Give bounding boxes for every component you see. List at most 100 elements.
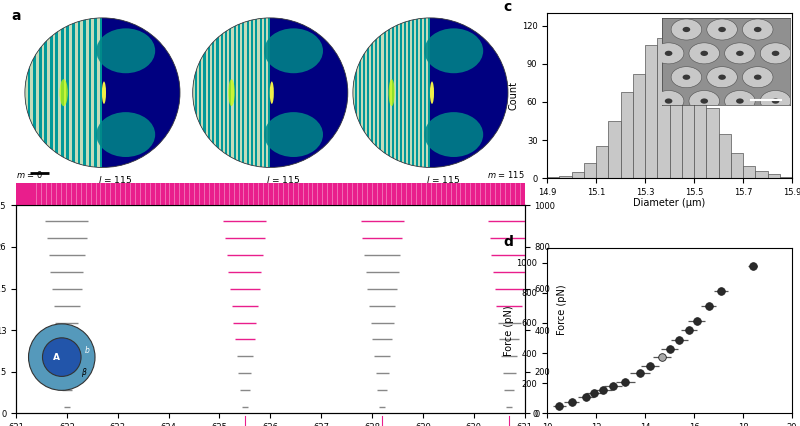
Ellipse shape — [264, 112, 323, 157]
Bar — [80, 18, 83, 167]
Bar — [426, 18, 429, 167]
X-axis label: Diameter (μm): Diameter (μm) — [634, 199, 706, 208]
Text: $m$ = 113: $m$ = 113 — [262, 188, 303, 199]
Bar — [430, 18, 508, 167]
Bar — [755, 171, 767, 178]
Bar — [402, 18, 404, 167]
Ellipse shape — [25, 18, 180, 167]
Ellipse shape — [424, 29, 483, 73]
Bar — [370, 18, 371, 167]
Bar — [227, 18, 230, 167]
Y-axis label: Force (pN): Force (pN) — [557, 284, 566, 335]
Bar — [353, 18, 355, 167]
Bar — [270, 18, 348, 167]
Ellipse shape — [96, 29, 155, 73]
Bar — [645, 45, 658, 178]
Bar — [621, 92, 633, 178]
Text: $m$ = 0: $m$ = 0 — [16, 169, 43, 180]
Bar — [218, 18, 221, 167]
Text: d: d — [503, 234, 513, 248]
Bar — [633, 74, 645, 178]
Bar — [706, 108, 718, 178]
Bar — [86, 18, 89, 167]
Bar — [378, 18, 379, 167]
Bar — [414, 18, 416, 167]
Ellipse shape — [96, 112, 155, 157]
Bar — [97, 18, 100, 167]
Bar — [394, 18, 396, 167]
Bar — [382, 18, 383, 167]
Text: c: c — [503, 0, 511, 14]
Bar — [694, 83, 706, 178]
Bar — [206, 18, 208, 167]
Bar — [58, 18, 61, 167]
Bar — [266, 18, 268, 167]
Bar — [197, 18, 199, 167]
Ellipse shape — [430, 81, 434, 104]
Bar — [365, 18, 367, 167]
Bar — [386, 18, 388, 167]
Bar — [670, 41, 682, 178]
Text: $l$ = 115: $l$ = 115 — [426, 174, 460, 185]
Bar — [245, 18, 246, 167]
Ellipse shape — [353, 18, 508, 167]
Bar — [249, 18, 251, 167]
Text: $m$ = 115: $m$ = 115 — [487, 169, 525, 180]
Bar — [743, 166, 755, 178]
Y-axis label: Force (pN): Force (pN) — [504, 305, 514, 356]
Bar — [42, 18, 44, 167]
Bar — [730, 153, 743, 178]
Bar — [30, 18, 34, 167]
Bar — [236, 18, 238, 167]
Bar — [658, 38, 670, 178]
Bar — [410, 18, 412, 167]
Bar — [361, 18, 363, 167]
Bar — [231, 18, 234, 167]
Bar — [240, 18, 242, 167]
Ellipse shape — [264, 29, 323, 73]
Bar — [374, 18, 375, 167]
Bar — [422, 18, 424, 167]
Bar — [262, 18, 264, 167]
Bar — [70, 18, 72, 167]
Bar — [47, 18, 50, 167]
Ellipse shape — [102, 81, 106, 104]
Bar — [25, 18, 28, 167]
Bar — [36, 18, 38, 167]
Bar — [102, 18, 180, 167]
Bar — [390, 18, 392, 167]
Bar — [214, 18, 217, 167]
Bar — [584, 163, 596, 178]
Text: a: a — [11, 9, 21, 23]
Bar — [202, 18, 203, 167]
Bar — [767, 174, 780, 178]
Bar — [572, 172, 584, 178]
Text: $l$ = 115: $l$ = 115 — [266, 174, 300, 185]
Ellipse shape — [389, 79, 394, 106]
Bar — [418, 18, 420, 167]
Bar — [357, 18, 359, 167]
Bar — [718, 134, 730, 178]
Ellipse shape — [59, 79, 68, 106]
Bar — [91, 18, 94, 167]
Bar — [25, 18, 102, 167]
Text: $m$ = 85: $m$ = 85 — [98, 188, 133, 199]
Bar — [193, 18, 270, 167]
Bar — [258, 18, 259, 167]
Text: $l$ = 115: $l$ = 115 — [98, 174, 132, 185]
Bar — [406, 18, 408, 167]
Bar — [682, 58, 694, 178]
Bar — [253, 18, 255, 167]
Bar — [223, 18, 225, 167]
Ellipse shape — [424, 112, 483, 157]
Bar — [64, 18, 66, 167]
Ellipse shape — [228, 79, 234, 106]
Bar — [596, 147, 608, 178]
Bar — [74, 18, 78, 167]
Bar — [559, 176, 572, 178]
Text: $m$ = 115: $m$ = 115 — [423, 188, 463, 199]
Ellipse shape — [270, 81, 274, 104]
Bar — [780, 177, 792, 178]
Bar — [398, 18, 400, 167]
Bar — [608, 121, 621, 178]
